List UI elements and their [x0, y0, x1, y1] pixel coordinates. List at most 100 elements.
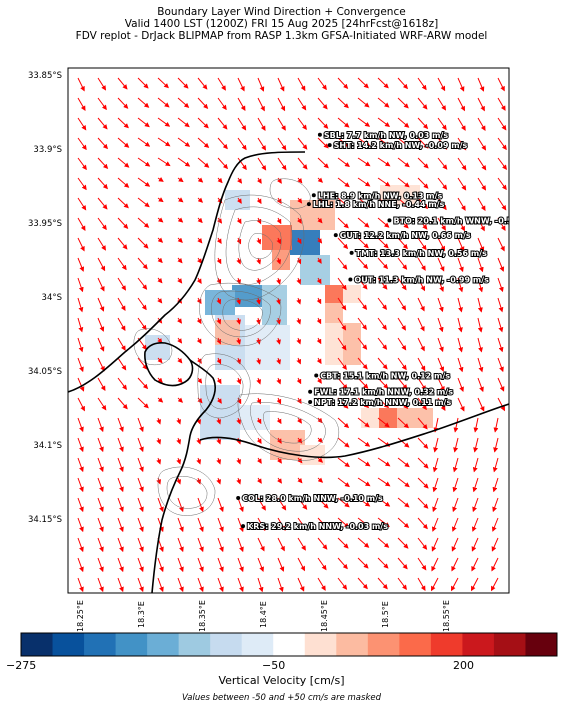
wind-arrow: [216, 457, 222, 465]
wind-arrow: [236, 217, 242, 225]
wind-arrow: [97, 397, 107, 411]
wind-arrow: [337, 537, 349, 549]
wind-arrow: [437, 157, 448, 170]
wind-arrow: [97, 457, 104, 473]
wind-arrow: [337, 337, 347, 351]
wind-arrow: [397, 577, 407, 591]
wind-arrow: [337, 497, 350, 508]
colorbar-title: Vertical Velocity [cm/s]: [218, 674, 345, 687]
wind-arrow: [256, 337, 261, 345]
wind-arrow: [77, 77, 85, 92]
wind-arrow: [257, 497, 266, 511]
wind-arrows: [77, 77, 507, 593]
wind-arrow: [473, 437, 479, 453]
colorbar-swatch: [430, 633, 463, 656]
wind-arrow: [477, 217, 485, 232]
wind-arrow: [417, 137, 429, 149]
wind-arrow: [137, 157, 151, 167]
wind-arrow: [397, 477, 410, 488]
wind-arrow: [97, 357, 105, 372]
wind-arrow: [337, 397, 349, 409]
wind-arrow: [477, 257, 484, 273]
wind-arrow: [117, 217, 129, 229]
wind-arrow: [296, 317, 302, 325]
colorbar-swatch: [525, 633, 558, 656]
wind-arrow: [197, 257, 202, 264]
wind-arrow: [451, 517, 459, 532]
wind-arrow: [77, 277, 84, 293]
wind-arrow: [477, 97, 485, 112]
wind-arrow: [417, 97, 428, 110]
wind-arrow: [316, 297, 322, 305]
wind-arrow: [497, 297, 504, 313]
wind-arrow: [97, 137, 109, 150]
wind-arrow: [457, 77, 465, 92]
wind-arrow: [256, 277, 261, 285]
wind-arrow: [117, 237, 128, 250]
wind-arrow: [471, 517, 479, 532]
wind-arrow: [431, 537, 439, 552]
wind-arrow: [276, 417, 282, 425]
wind-arrow: [137, 137, 151, 147]
wind-arrow: [453, 417, 459, 433]
wind-arrow: [297, 577, 305, 592]
wind-arrow: [357, 437, 371, 447]
wind-arrow: [497, 77, 505, 92]
wind-arrow: [337, 297, 347, 311]
wind-arrow: [357, 237, 369, 249]
colorbar-swatch: [336, 633, 369, 656]
wind-arrow: [337, 357, 347, 371]
wind-arrow: [177, 137, 191, 147]
wind-arrow: [472, 477, 479, 493]
wind-arrow: [377, 117, 391, 127]
lon-label: 18.5°E: [381, 601, 390, 628]
wind-arrow: [377, 357, 388, 370]
wind-arrow: [77, 137, 87, 151]
wind-arrow: [473, 417, 479, 433]
wind-arrow: [477, 317, 483, 333]
wind-arrow: [492, 497, 499, 513]
wind-arrow: [236, 197, 242, 204]
wind-arrow: [257, 157, 267, 171]
wind-arrow: [197, 97, 209, 110]
wind-arrow: [417, 497, 429, 509]
wind-arrow: [397, 237, 408, 250]
wind-arrow: [377, 197, 390, 208]
wind-arrow: [77, 517, 84, 533]
wind-arrow: [176, 457, 182, 465]
wind-arrow: [157, 257, 163, 264]
wind-arrow: [357, 497, 371, 507]
wind-arrow: [157, 297, 163, 304]
wind-arrow: [491, 517, 499, 532]
wind-arrow: [137, 257, 148, 270]
colorbar-swatch: [462, 633, 495, 656]
wind-arrow: [437, 317, 444, 333]
wind-arrow: [157, 237, 164, 243]
wind-arrow: [77, 197, 87, 211]
colorbar-swatch: [399, 633, 432, 656]
wind-arrow: [357, 97, 370, 108]
wind-arrow: [317, 157, 329, 169]
wind-arrow: [237, 117, 247, 131]
wind-arrow: [276, 217, 282, 225]
wind-arrow: [137, 357, 148, 370]
wind-arrow: [377, 177, 391, 187]
wind-arrow: [437, 237, 446, 252]
wind-arrow: [216, 437, 222, 445]
wind-arrow: [196, 337, 202, 345]
wind-arrow: [317, 457, 324, 463]
colorbar-frame: [20, 632, 558, 657]
station-label-out: OUT: 11.3 km/h NW, -0.99 m/s: [354, 275, 489, 284]
wind-arrow: [337, 457, 350, 468]
wind-arrow: [217, 537, 224, 553]
wind-arrow: [77, 97, 86, 111]
wind-arrow: [117, 557, 124, 573]
wind-arrow: [397, 397, 409, 409]
wind-arrow: [437, 277, 444, 293]
wind-arrow: [236, 457, 242, 465]
wind-arrow: [257, 557, 264, 572]
wind-arrow: [397, 157, 410, 168]
wind-arrow: [197, 237, 203, 244]
wind-arrow: [157, 377, 163, 384]
